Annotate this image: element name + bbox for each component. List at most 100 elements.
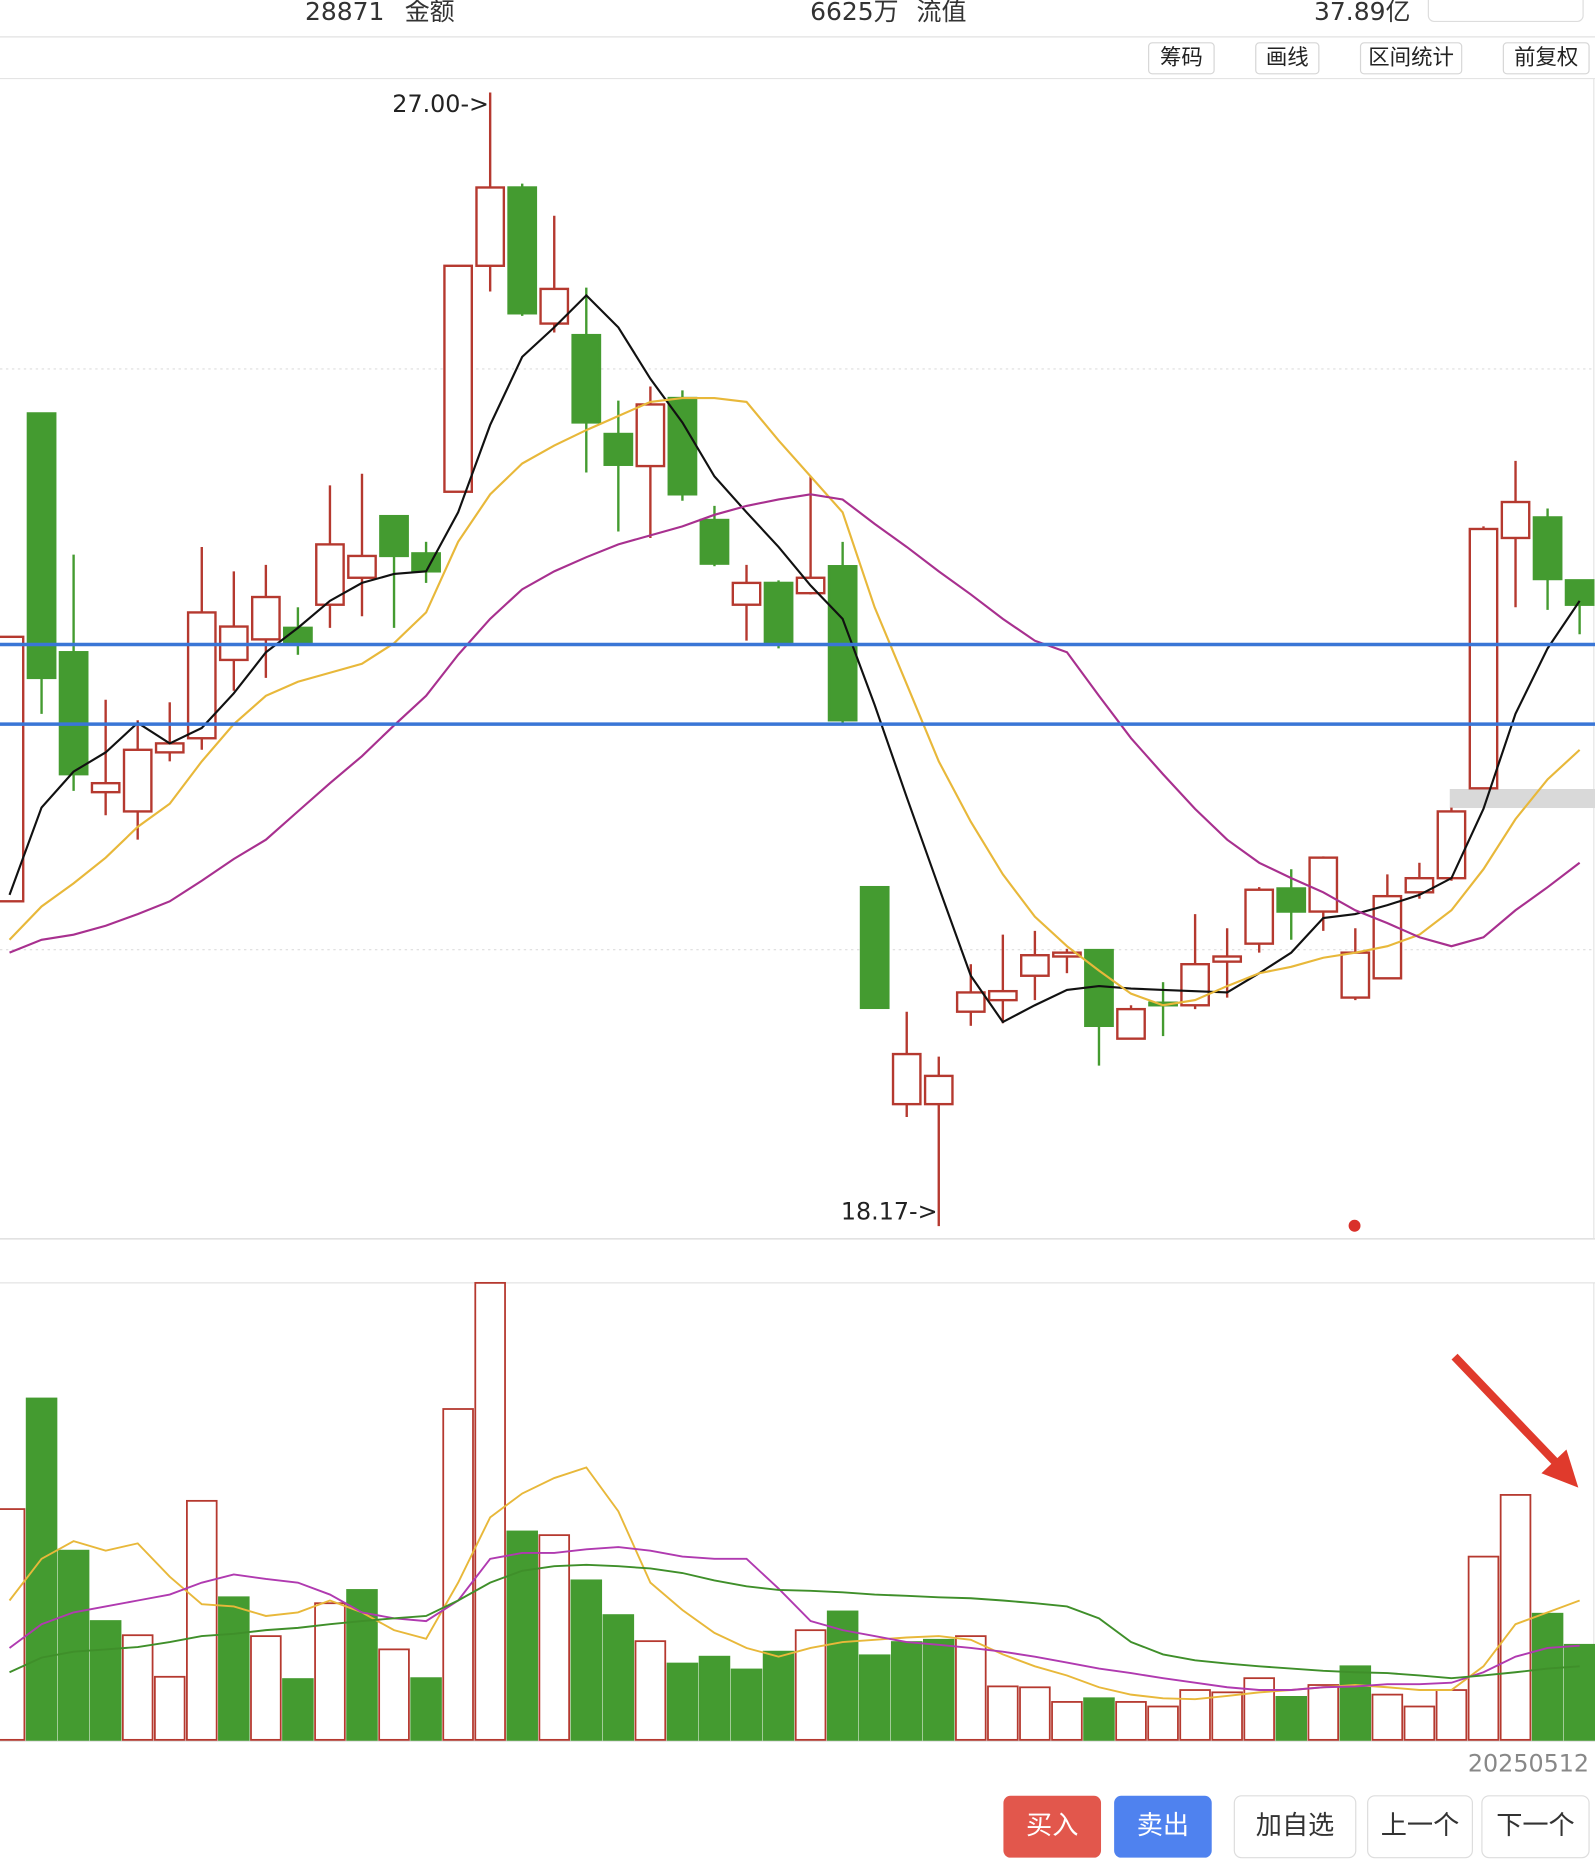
action-button[interactable]: 下一个 bbox=[1481, 1795, 1590, 1859]
candle-body bbox=[475, 186, 506, 267]
candle-body bbox=[1116, 1007, 1146, 1040]
candle-body bbox=[1500, 500, 1531, 540]
button-frame bbox=[1233, 1795, 1357, 1859]
candle-body bbox=[122, 748, 153, 813]
volume-bar bbox=[218, 1596, 250, 1741]
ma-line bbox=[8, 293, 1581, 1024]
volume-bar bbox=[282, 1678, 314, 1741]
volume-bar bbox=[1499, 1494, 1532, 1741]
volume-bar bbox=[987, 1685, 1019, 1741]
volume-bar bbox=[634, 1640, 667, 1741]
volume-bar bbox=[762, 1650, 795, 1741]
candle-body bbox=[1276, 887, 1307, 913]
candle-body bbox=[411, 552, 441, 573]
volume-bar bbox=[1051, 1701, 1083, 1741]
toolbar-button[interactable]: 区间统计 bbox=[1359, 42, 1463, 75]
button-label: 加自选 bbox=[1256, 1811, 1335, 1841]
button-label: 下一个 bbox=[1496, 1811, 1575, 1841]
stat-value: 28871 bbox=[305, 0, 384, 26]
volume-bar bbox=[410, 1677, 442, 1741]
volume-bar bbox=[25, 1397, 58, 1741]
candle-body bbox=[90, 781, 121, 794]
candle-body bbox=[1564, 579, 1595, 606]
candle-body bbox=[507, 186, 538, 315]
button-frame bbox=[1255, 42, 1320, 75]
candle-body bbox=[731, 581, 762, 606]
ma-line bbox=[9, 493, 1581, 954]
button-frame bbox=[1481, 1795, 1590, 1859]
volume-bar bbox=[1435, 1689, 1468, 1741]
button-label: 卖出 bbox=[1137, 1811, 1189, 1841]
volume-bar bbox=[1083, 1697, 1115, 1741]
volume-bar bbox=[1115, 1701, 1147, 1741]
volume-bar bbox=[794, 1629, 827, 1741]
action-button[interactable]: 买入 bbox=[1003, 1795, 1102, 1858]
toolbar: 筹码 画线 区间统计 前复权 bbox=[1148, 42, 1590, 75]
button-frame bbox=[1359, 42, 1463, 75]
volume-bar bbox=[121, 1634, 154, 1741]
candle-body bbox=[763, 581, 794, 645]
candle-body bbox=[186, 611, 217, 740]
candle-body bbox=[250, 595, 281, 641]
button-label: 前复权 bbox=[1514, 45, 1578, 70]
candle-body bbox=[955, 991, 986, 1013]
candle-body bbox=[1244, 888, 1275, 945]
volume-bar bbox=[153, 1675, 186, 1741]
button-frame bbox=[1148, 42, 1215, 75]
volume-bar bbox=[1147, 1705, 1179, 1741]
volume-bar bbox=[666, 1662, 699, 1741]
marker-dot bbox=[1348, 1219, 1361, 1232]
price-chart: 27.00-> 18.17-> bbox=[0, 90, 1595, 1227]
candle-body bbox=[1020, 954, 1050, 977]
action-button[interactable]: 卖出 bbox=[1114, 1795, 1212, 1858]
button-frame bbox=[1114, 1795, 1212, 1858]
ma-line bbox=[8, 397, 1581, 1007]
volume-bar bbox=[1531, 1612, 1564, 1741]
button-frame bbox=[1502, 42, 1590, 75]
button-label: 画线 bbox=[1266, 45, 1309, 70]
volume-bar bbox=[1019, 1686, 1051, 1741]
candle-body bbox=[379, 514, 409, 558]
volume-bar bbox=[1403, 1705, 1436, 1741]
button-label: 区间统计 bbox=[1368, 45, 1454, 70]
stat-value: 37.89亿 bbox=[1314, 0, 1411, 26]
candle-body bbox=[154, 742, 185, 754]
stat-value: 6625万 bbox=[810, 0, 899, 26]
volume-bar bbox=[1275, 1696, 1308, 1741]
candle-body bbox=[58, 651, 89, 776]
volume-bar bbox=[1563, 1643, 1595, 1741]
extreme-label: 18.17-> bbox=[841, 1198, 938, 1226]
candle-body bbox=[1212, 955, 1243, 963]
red-arrow bbox=[1451, 1353, 1579, 1488]
toolbar-button[interactable]: 前复权 bbox=[1502, 42, 1590, 75]
candle-body bbox=[859, 885, 890, 1010]
candle-body bbox=[315, 543, 345, 606]
button-frame bbox=[1003, 1795, 1102, 1858]
volume-chart bbox=[0, 1281, 1595, 1741]
button-label: 买入 bbox=[1026, 1811, 1078, 1841]
volume-bar bbox=[506, 1530, 538, 1741]
date-label: 20250512 bbox=[1468, 1749, 1589, 1777]
volume-bar bbox=[1339, 1665, 1372, 1741]
candle-body bbox=[1468, 527, 1499, 790]
volume-bar bbox=[250, 1635, 282, 1741]
toolbar-button[interactable]: 筹码 bbox=[1148, 42, 1215, 75]
candle-body bbox=[347, 554, 377, 579]
action-button[interactable]: 加自选 bbox=[1233, 1795, 1357, 1859]
toolbar-button[interactable]: 画线 bbox=[1255, 42, 1320, 75]
candle-body bbox=[571, 333, 602, 424]
candle-body bbox=[1180, 963, 1210, 1007]
cut-button[interactable] bbox=[1427, 0, 1584, 23]
volume-bar bbox=[474, 1281, 506, 1741]
candle-body bbox=[443, 264, 474, 493]
volume-bar bbox=[955, 1635, 987, 1741]
stat-label: 流值 bbox=[917, 0, 967, 26]
action-button[interactable]: 上一个 bbox=[1367, 1795, 1473, 1859]
candle-body bbox=[1532, 516, 1563, 581]
volume-bar bbox=[890, 1641, 923, 1741]
ma-line bbox=[8, 1546, 1580, 1691]
volume-bar bbox=[698, 1655, 731, 1741]
volume-bar bbox=[0, 1508, 26, 1741]
